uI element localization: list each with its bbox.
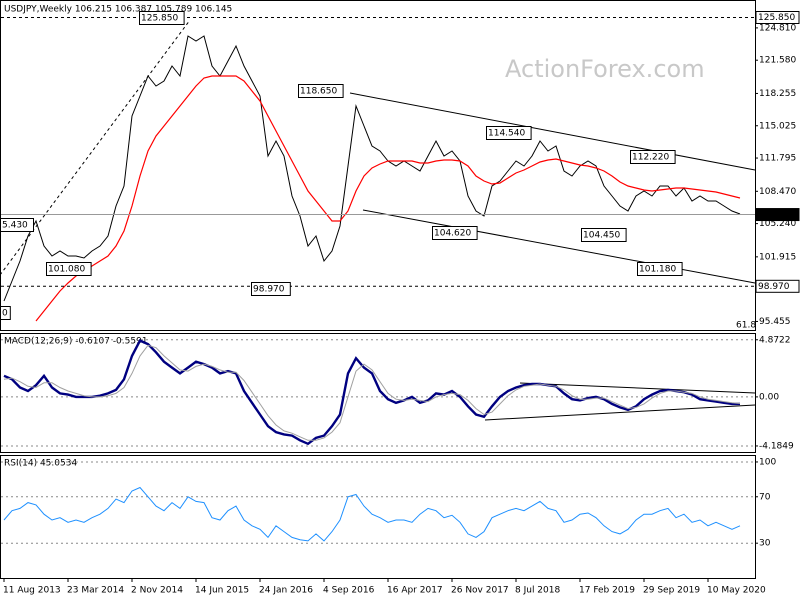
chart-title: USDJPY,Weekly 106.215 106.387 105.789 10… xyxy=(4,5,232,15)
series-line xyxy=(3,344,741,441)
y-tick-label: 101.915 xyxy=(759,252,796,262)
macd-title: MACD(12,26,9) -0.6107 -0.5591 xyxy=(4,337,148,347)
annotation-box xyxy=(432,226,478,240)
y-tick-label: 115.025 xyxy=(759,121,796,131)
main-panel xyxy=(0,0,756,331)
annotation-box xyxy=(637,262,683,276)
y-tick-label: 4.8722 xyxy=(759,335,791,345)
annotation: 112.220 xyxy=(632,153,669,163)
x-tick-label: 24 Jan 2016 xyxy=(259,586,313,596)
annotation: 114.540 xyxy=(488,129,525,139)
annotation: 104.450 xyxy=(583,231,620,241)
x-tick-label: 8 Jul 2018 xyxy=(515,586,560,596)
annotation-box xyxy=(0,306,11,320)
annotation: 118.650 xyxy=(300,87,337,97)
x-tick-label: 17 Feb 2019 xyxy=(579,586,635,596)
y-tick-label: 105.240 xyxy=(759,219,796,229)
annotation-box xyxy=(298,84,344,98)
annotation: 98.970 xyxy=(253,285,285,295)
price-tag: 106.145 xyxy=(758,210,795,220)
rsi-panel xyxy=(0,455,756,579)
series-line xyxy=(3,486,741,542)
x-tick-label: 2 Nov 2014 xyxy=(131,586,183,596)
annotation: 5.430 xyxy=(2,221,28,231)
y-tick-label: 95.455 xyxy=(759,317,791,327)
channel-upper xyxy=(349,92,756,171)
x-tick-label: 29 Sep 2019 xyxy=(643,586,700,596)
watermark: ActionForex.com xyxy=(505,55,705,83)
annotation: 101.080 xyxy=(48,265,85,275)
x-tick-label: 16 Apr 2017 xyxy=(387,586,443,596)
annotation-box xyxy=(0,218,34,232)
series-line xyxy=(3,339,740,446)
annotation-box xyxy=(581,228,627,242)
series-line xyxy=(35,75,741,322)
x-tick-label: 10 May 2020 xyxy=(707,586,766,596)
y-tick-label: 111.795 xyxy=(759,154,796,164)
annotation: 0 xyxy=(2,309,8,319)
y-tick-label: 118.255 xyxy=(759,89,796,99)
annotation: 125.850 xyxy=(141,14,178,24)
y-tick-label: 0.00 xyxy=(759,392,779,402)
series-line xyxy=(3,35,741,302)
annotation-box xyxy=(486,126,532,140)
y-tick-label: 100 xyxy=(759,457,776,467)
price-tag: 125.850 xyxy=(758,13,795,23)
macd-trend-lower xyxy=(484,404,756,421)
channel-lower xyxy=(362,209,756,284)
x-tick-label: 4 Sep 2016 xyxy=(323,586,375,596)
macd-panel xyxy=(0,333,756,453)
price-tag-box xyxy=(755,208,800,222)
annotation-box xyxy=(139,11,185,25)
y-tick-label: 70 xyxy=(759,492,771,502)
annotation-box xyxy=(251,282,291,296)
rsi-title: RSI(14) 45.0534 xyxy=(4,459,77,469)
y-tick-label: 121.580 xyxy=(759,56,796,66)
y-tick-label: 30 xyxy=(759,539,771,549)
annotation-box xyxy=(630,150,676,164)
x-tick-label: 26 Nov 2017 xyxy=(451,586,509,596)
price-tag-box xyxy=(755,11,800,24)
y-tick-label: -4.1849 xyxy=(759,441,794,451)
x-tick-label: 23 Mar 2014 xyxy=(67,586,124,596)
y-tick-label: 124.810 xyxy=(759,23,796,33)
annotation: 101.180 xyxy=(639,265,676,275)
trend-line xyxy=(0,19,191,276)
y-tick-label: 108.470 xyxy=(759,187,796,197)
x-tick-label: 11 Aug 2013 xyxy=(3,586,61,596)
price-tag: 98.970 xyxy=(758,282,790,292)
macd-trend-upper xyxy=(519,382,756,394)
x-tick-label: 14 Jun 2015 xyxy=(195,586,249,596)
annotation: 61.8 xyxy=(736,321,756,331)
annotation: 104.620 xyxy=(434,229,471,239)
price-tag-box xyxy=(755,279,800,293)
annotation-box xyxy=(46,262,92,276)
